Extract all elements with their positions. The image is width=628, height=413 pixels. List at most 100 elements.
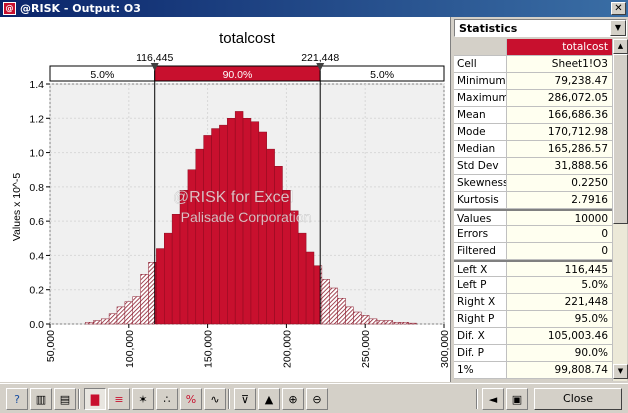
statistics-row-value[interactable]: 170,712.98 (507, 124, 612, 140)
right-delimiter-handle[interactable] (316, 63, 325, 71)
zoom-out-icon[interactable]: ⊖ (306, 388, 328, 410)
histogram-bar (203, 135, 212, 325)
statistics-row-value[interactable]: 5.0% (507, 277, 612, 293)
scatter-icon[interactable]: ∴ (156, 388, 178, 410)
toolbar-separator (78, 389, 80, 409)
statistics-row[interactable]: Errors 0 (454, 226, 612, 243)
statistics-row-value[interactable]: 10000 (507, 211, 612, 225)
right-x-value: 221,448 (301, 52, 339, 64)
graph-window-icon[interactable]: ▣ (506, 388, 528, 410)
statistics-row-value[interactable]: 0 (507, 226, 612, 242)
statistics-row[interactable]: Left P 5.0% (454, 277, 612, 294)
statistics-row-value[interactable]: 0.2250 (507, 175, 612, 191)
close-icon[interactable]: ✕ (611, 2, 626, 15)
statistics-row-value[interactable]: 165,286.57 (507, 141, 612, 157)
percent-icon[interactable]: % (180, 388, 202, 410)
title-bar[interactable]: @ @RISK - Output: O3 ✕ (0, 0, 628, 17)
y-tick-label: 1.2 (29, 113, 44, 125)
statistics-row[interactable]: Std Dev 31,888.56 (454, 158, 612, 175)
histogram-bar (400, 322, 409, 325)
histogram-bar (108, 313, 118, 325)
statistics-row-value[interactable]: Sheet1!O3 (507, 56, 612, 72)
left-delimiter-handle[interactable] (150, 63, 159, 71)
statistics-row[interactable]: Mode 170,712.98 (454, 124, 612, 141)
spider-icon[interactable]: ✶ (132, 388, 154, 410)
histogram-bar (290, 210, 299, 325)
fit-icon[interactable]: ∿ (204, 388, 226, 410)
overlay-icon[interactable]: ▲ (258, 388, 280, 410)
prev-icon[interactable]: ◄ (482, 388, 504, 410)
statistics-row[interactable]: Maximum 286,072.05 (454, 90, 612, 107)
x-tick-label: 300,000 (439, 330, 451, 368)
histogram-panel[interactable]: totalcost Values x 10^-5 0.0 0.2 0.4 0.6 0.8… (0, 17, 451, 382)
close-button[interactable]: Close (534, 388, 622, 410)
histogram-bar (164, 232, 173, 325)
zoom-in-icon[interactable]: ⊕ (282, 388, 304, 410)
statistics-row[interactable]: Dif. P 90.0% (454, 345, 612, 362)
statistics-row[interactable]: Median 165,286.57 (454, 141, 612, 158)
statistics-row-name: Mode (454, 124, 507, 140)
histogram-chart[interactable]: totalcost Values x 10^-5 0.0 0.2 0.4 0.6 0.8… (0, 17, 451, 382)
statistics-row-value[interactable]: 105,003.46 (507, 328, 612, 344)
histogram-icon[interactable]: ▇ (84, 388, 106, 410)
statistics-scrollbar[interactable]: ▲ ▼ (612, 39, 628, 381)
statistics-row[interactable]: Dif. X 105,003.46 (454, 328, 612, 345)
statistics-column-header[interactable]: totalcost (507, 39, 612, 55)
statistics-row-value[interactable]: 166,686.36 (507, 107, 612, 123)
statistics-header-row: totalcost (454, 39, 612, 56)
statistics-row-name: Minimum (454, 73, 507, 89)
histogram-bar (116, 306, 126, 325)
statistics-row[interactable]: Right P 95.0% (454, 311, 612, 328)
statistics-row-value[interactable]: 221,448 (507, 294, 612, 310)
statistics-row-name: Mean (454, 107, 507, 123)
statistics-row[interactable]: Minimum 79,238.47 (454, 73, 612, 90)
histogram-bar (361, 315, 370, 325)
histogram-bar (132, 296, 141, 325)
statistics-row-name: Maximum (454, 90, 507, 106)
statistics-row[interactable]: Right X 221,448 (454, 294, 612, 311)
statistics-row-name: Kurtosis (454, 192, 507, 208)
y-axis-label: Values x 10^-5 (11, 173, 23, 242)
histogram-bar (329, 287, 338, 325)
statistics-row[interactable]: Mean 166,686.36 (454, 107, 612, 124)
statistics-row-value[interactable]: 0 (507, 243, 612, 259)
band-right-pct: 5.0% (370, 69, 394, 81)
scroll-thumb[interactable] (613, 54, 628, 224)
statistics-row-name: Filtered (454, 243, 507, 259)
y-tick-label: 0.8 (29, 182, 44, 194)
histogram-bar (368, 318, 378, 325)
statistics-row-value[interactable]: 79,238.47 (507, 73, 612, 89)
chevron-down-icon[interactable]: ▼ (610, 20, 626, 36)
statistics-row-value[interactable]: 2.7916 (507, 192, 612, 208)
scroll-up-icon[interactable]: ▲ (613, 39, 628, 54)
tornado-icon[interactable]: ≡ (108, 388, 130, 410)
statistics-row[interactable]: 1% 99,808.74 (454, 362, 612, 379)
statistics-row-value[interactable]: 90.0% (507, 345, 612, 361)
statistics-table[interactable]: totalcost Cell Sheet1!O3 Minimum 79,238.47 M… (454, 39, 612, 379)
histogram-bar (124, 301, 133, 325)
window-title: @RISK - Output: O3 (20, 2, 141, 15)
statistics-row[interactable]: Kurtosis 2.7916 (454, 192, 612, 209)
filter-icon[interactable]: ⊽ (234, 388, 256, 410)
statistics-row-value[interactable]: 95.0% (507, 311, 612, 327)
statistics-row-value[interactable]: 31,888.56 (507, 158, 612, 174)
statistics-row-name: Median (454, 141, 507, 157)
statistics-row[interactable]: Cell Sheet1!O3 (454, 56, 612, 73)
histogram-bar (85, 322, 94, 325)
data-icon[interactable]: ▤ (54, 388, 76, 410)
statistics-dropdown[interactable]: Statistics ▼ (454, 19, 627, 37)
help-icon[interactable]: ? (6, 388, 28, 410)
statistics-row[interactable]: Values 10000 (454, 209, 612, 226)
statistics-row-value[interactable]: 286,072.05 (507, 90, 612, 106)
y-tick-label: 0.4 (29, 250, 44, 262)
statistics-row[interactable]: Left X 116,445 (454, 260, 612, 277)
statistics-row[interactable]: Filtered 0 (454, 243, 612, 260)
scroll-down-icon[interactable]: ▼ (613, 364, 628, 379)
summary-icon[interactable]: ▥ (30, 388, 52, 410)
statistics-row-value[interactable]: 99,808.74 (507, 362, 612, 378)
watermark-line-2: Palisade Corporation (181, 209, 312, 225)
statistics-row-value[interactable]: 116,445 (507, 262, 612, 276)
statistics-row[interactable]: Skewness 0.2250 (454, 175, 612, 192)
statistics-row-name: Errors (454, 226, 507, 242)
